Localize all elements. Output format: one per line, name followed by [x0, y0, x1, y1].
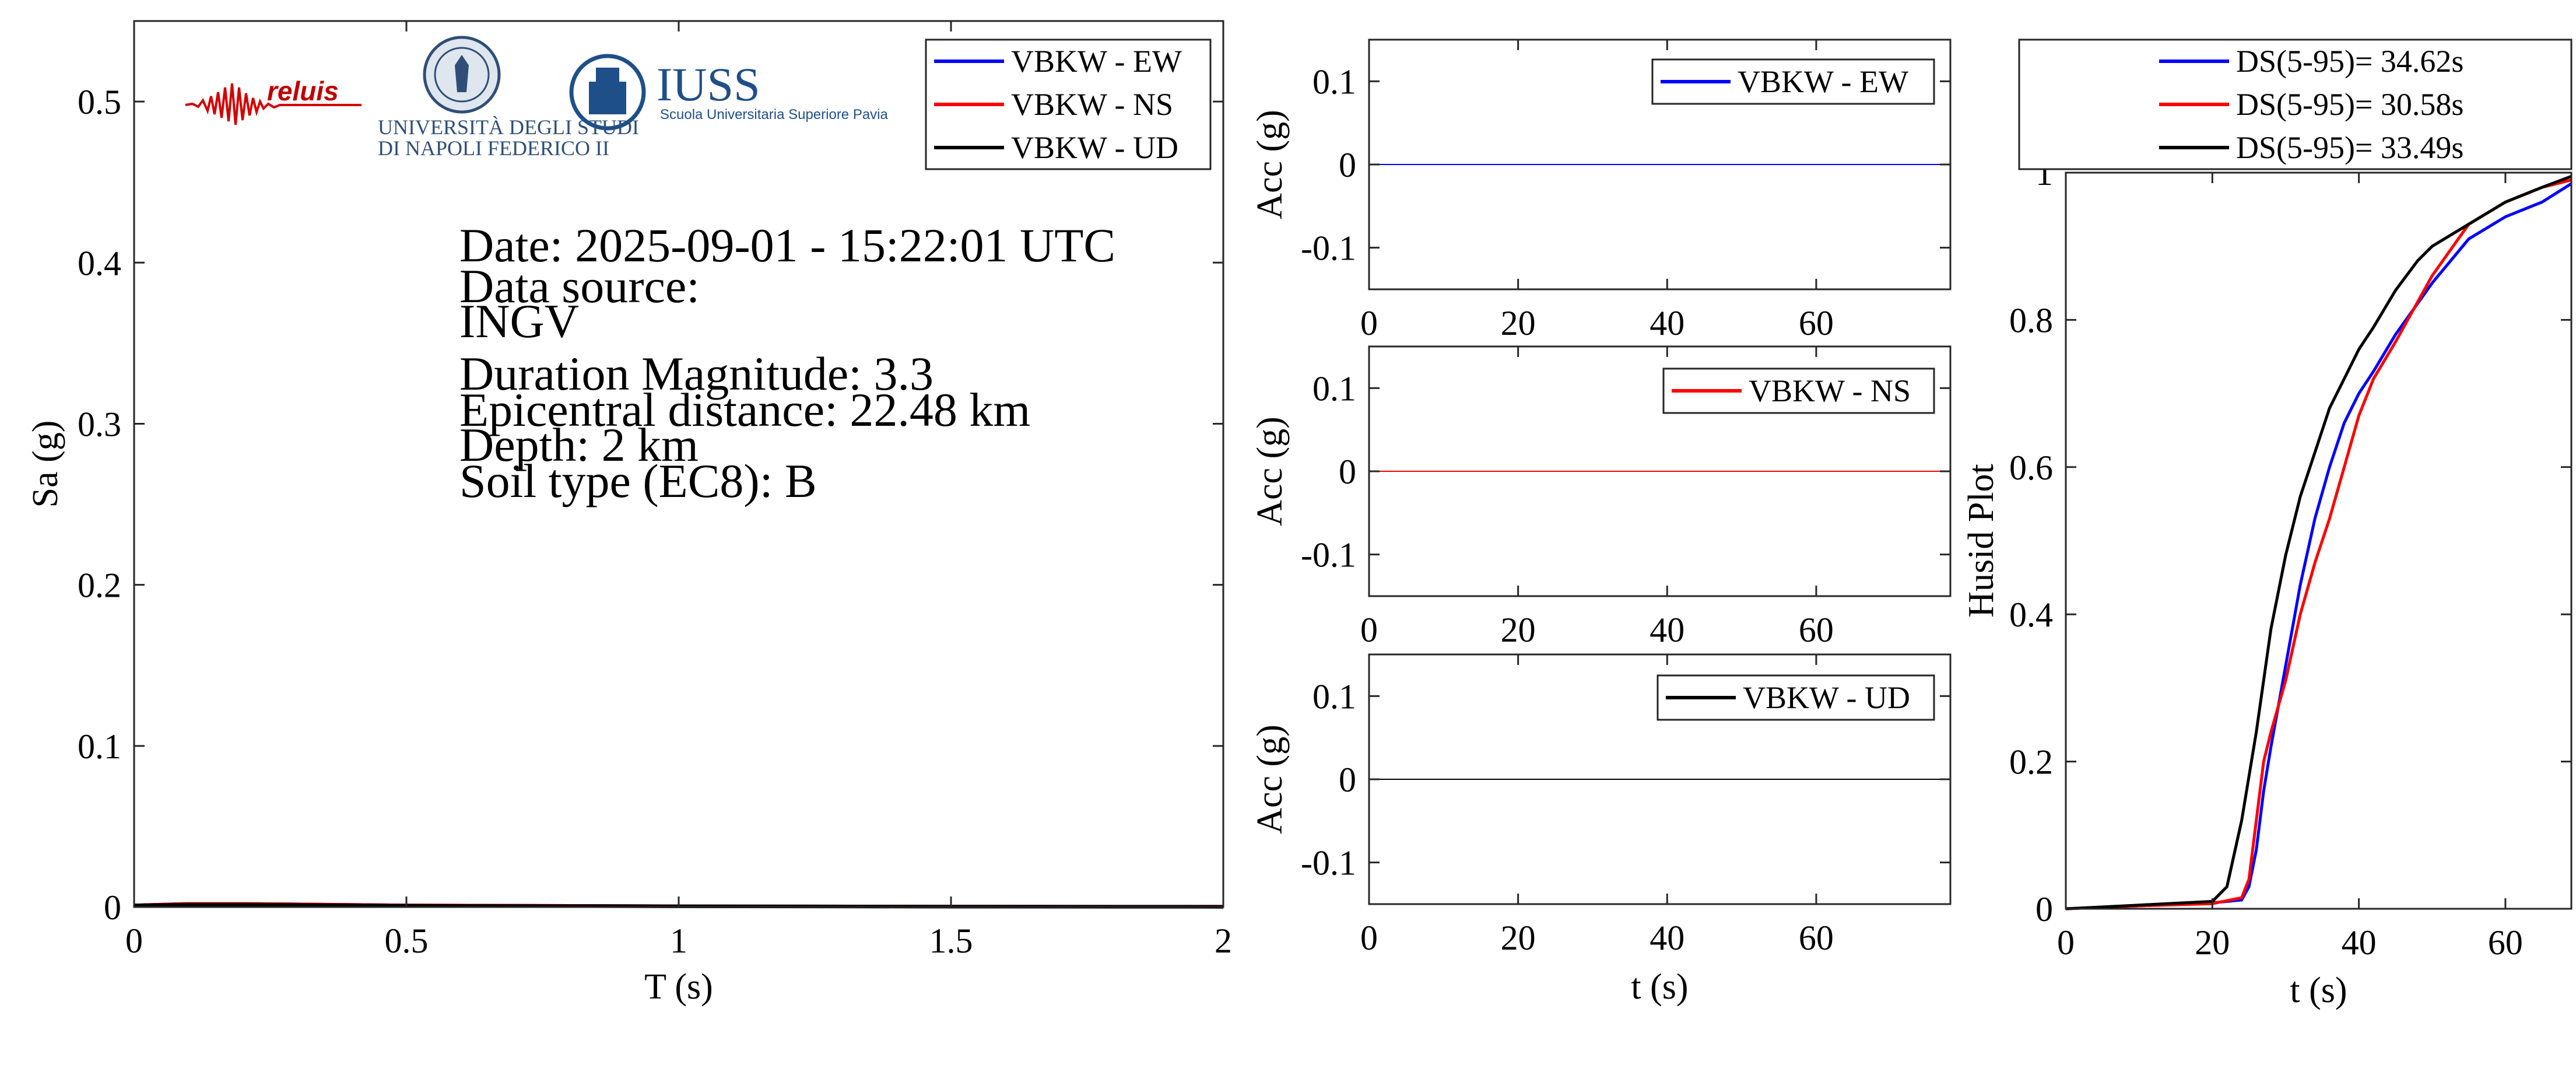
x-tick-label-spectrum-3: 1.5	[929, 922, 973, 960]
x-tick-label-spectrum-4: 2	[1215, 922, 1232, 960]
x-tick-label-acc_ud-1: 20	[1501, 919, 1536, 957]
event-source: INGV	[459, 295, 579, 348]
x-tick-label-acc_ns-0: 0	[1360, 611, 1378, 649]
event-source-label: Data source:	[459, 260, 700, 313]
x-axis-label-spectrum: T (s)	[644, 967, 713, 1007]
legend-label-acc_ud-0: VBKW - UD	[1743, 680, 1910, 715]
x-tick-label-husid-2: 40	[2342, 923, 2377, 962]
iuss-logo-title: IUSS	[657, 58, 760, 111]
iuss-emblem-building	[589, 82, 626, 114]
y-tick-label-spectrum-2: 0.2	[78, 566, 121, 605]
y-tick-label-spectrum-4: 0.4	[78, 244, 121, 282]
reluis-logo-text: reluis	[267, 76, 339, 106]
reluis-waveform-icon	[185, 83, 362, 125]
x-tick-label-acc_ud-2: 40	[1650, 919, 1684, 957]
y-tick-label-acc_ew-2: -0.1	[1301, 229, 1356, 268]
event-distance: Epicentral distance: 22.48 km	[459, 383, 1030, 436]
y-axis-label-husid: Husid Plot	[1961, 464, 2001, 618]
x-tick-label-acc_ud-3: 60	[1799, 919, 1834, 957]
legend-label-husid-1: DS(5-95)= 30.58s	[2236, 87, 2463, 122]
y-axis-label-spectrum: Sa (g)	[26, 421, 65, 508]
unina-seal-figure	[455, 55, 469, 92]
iuss-logo: IUSS Scuola Universitaria Superiore Pavi…	[569, 54, 889, 131]
y-tick-label-acc_ns-0: 0.1	[1312, 369, 1356, 408]
logo-group: reluis UNIVERSITÀ DEGLI STUDI DI NAPOLI …	[185, 36, 889, 160]
chart-acc_ud: 0 20 40 600.10-0.1t (s)Acc (g)VBKW - UD	[1250, 653, 1952, 1007]
x-tick-label-spectrum-1: 0.5	[385, 922, 429, 960]
y-tick-label-spectrum-0: 0	[104, 888, 121, 927]
x-tick-label-spectrum-2: 1	[670, 922, 687, 960]
legend-label-husid-0: DS(5-95)= 34.62s	[2236, 44, 2463, 79]
legend-label-acc_ew-0: VBKW - EW	[1738, 64, 1908, 99]
x-tick-label-acc_ns-1: 20	[1501, 611, 1536, 649]
event-soil: Soil type (EC8): B	[459, 454, 817, 507]
x-tick-label-acc_ns-2: 40	[1650, 611, 1684, 649]
legend-spectrum: VBKW - EW VBKW - NS VBKW - UD	[925, 38, 1212, 170]
y-tick-label-husid-3: 0.6	[2009, 449, 2053, 487]
y-tick-label-acc_ns-1: 0	[1339, 453, 1356, 491]
legend-label-spectrum-1: VBKW - NS	[1011, 87, 1173, 122]
y-tick-label-acc_ew-0: 0.1	[1312, 62, 1356, 101]
legend-label-spectrum-2: VBKW - UD	[1011, 130, 1178, 165]
reluis-logo: reluis	[185, 76, 362, 125]
unina-seal-inner	[434, 47, 490, 103]
event-depth: Depth: 2 km	[459, 418, 699, 471]
x-tick-label-acc_ew-0: 0	[1360, 304, 1378, 342]
x-tick-label-acc_ew-3: 60	[1799, 304, 1834, 342]
event-magnitude: Duration Magnitude: 3.3	[459, 347, 933, 400]
unina-logo: UNIVERSITÀ DEGLI STUDI DI NAPOLI FEDERIC…	[378, 36, 639, 160]
legend-label-husid-2: DS(5-95)= 33.49s	[2236, 130, 2463, 165]
y-axis-label-acc_ew: Acc (g)	[1250, 110, 1290, 219]
y-tick-label-husid-1: 0.2	[2009, 743, 2053, 782]
x-tick-label-husid-1: 20	[2195, 923, 2230, 962]
event-info: Date: 2025-09-01 - 15:22:01 UTC Data sou…	[459, 219, 1115, 507]
legend-label-acc_ns-0: VBKW - NS	[1749, 373, 1911, 408]
y-axis-label-acc_ud: Acc (g)	[1250, 724, 1290, 834]
series-line-husid-2	[2065, 174, 2572, 911]
unina-line2: DI NAPOLI FEDERICO II	[378, 136, 609, 160]
y-tick-label-acc_ud-2: -0.1	[1301, 844, 1356, 883]
iuss-logo-subtitle: Scuola Universitaria Superiore Pavia	[660, 107, 889, 122]
x-tick-label-spectrum-0: 0	[125, 922, 143, 960]
event-date: Date: 2025-09-01 - 15:22:01 UTC	[459, 219, 1115, 272]
legend-acc_ns: VBKW - NS	[1662, 367, 1935, 414]
y-tick-label-acc_ns-2: -0.1	[1301, 536, 1356, 575]
y-tick-label-acc_ud-1: 0	[1339, 761, 1356, 799]
x-tick-label-acc_ns-3: 60	[1799, 611, 1834, 649]
chart-spectrum: 0 0.5 1 1.5 2 0 0.1 0.2 0.3 0.4 0.5 T (s) Sa (g) VBKW…	[26, 20, 1232, 1007]
legend-acc_ew: VBKW - EW	[1651, 58, 1935, 105]
x-axis-label-acc_ud: t (s)	[1631, 967, 1688, 1007]
y-axis-label-acc_ns: Acc (g)	[1250, 416, 1290, 526]
y-tick-label-spectrum-3: 0.3	[78, 405, 121, 443]
x-tick-label-husid-0: 0	[2057, 923, 2075, 962]
y-tick-label-acc_ud-0: 0.1	[1312, 677, 1356, 716]
y-tick-label-husid-4: 0.8	[2009, 301, 2053, 339]
x-axis-label-husid: t (s)	[2290, 971, 2347, 1010]
series-line-husid-1	[2065, 178, 2572, 911]
y-tick-label-husid-0: 0	[2035, 890, 2053, 929]
legend-husid: DS(5-95)= 34.62s DS(5-95)= 30.58s DS(5-95)…	[2018, 38, 2573, 170]
y-tick-label-spectrum-1: 0.1	[78, 727, 121, 766]
x-tick-label-acc_ud-0: 0	[1360, 919, 1378, 957]
legend-box-husid	[2018, 38, 2573, 170]
y-tick-label-acc_ew-1: 0	[1339, 146, 1356, 184]
x-tick-label-acc_ew-2: 40	[1650, 304, 1684, 342]
iuss-emblem-roof	[596, 68, 619, 82]
axes-box-husid	[2065, 171, 2573, 910]
x-tick-label-husid-3: 60	[2488, 923, 2523, 962]
x-tick-label-acc_ew-1: 20	[1501, 304, 1536, 342]
y-tick-label-spectrum-5: 0.5	[78, 83, 121, 121]
legend-label-spectrum-0: VBKW - EW	[1011, 44, 1182, 79]
y-tick-label-husid-2: 0.4	[2009, 596, 2053, 634]
iuss-emblem-icon	[569, 54, 646, 131]
legend-acc_ud: VBKW - UD	[1656, 674, 1935, 721]
